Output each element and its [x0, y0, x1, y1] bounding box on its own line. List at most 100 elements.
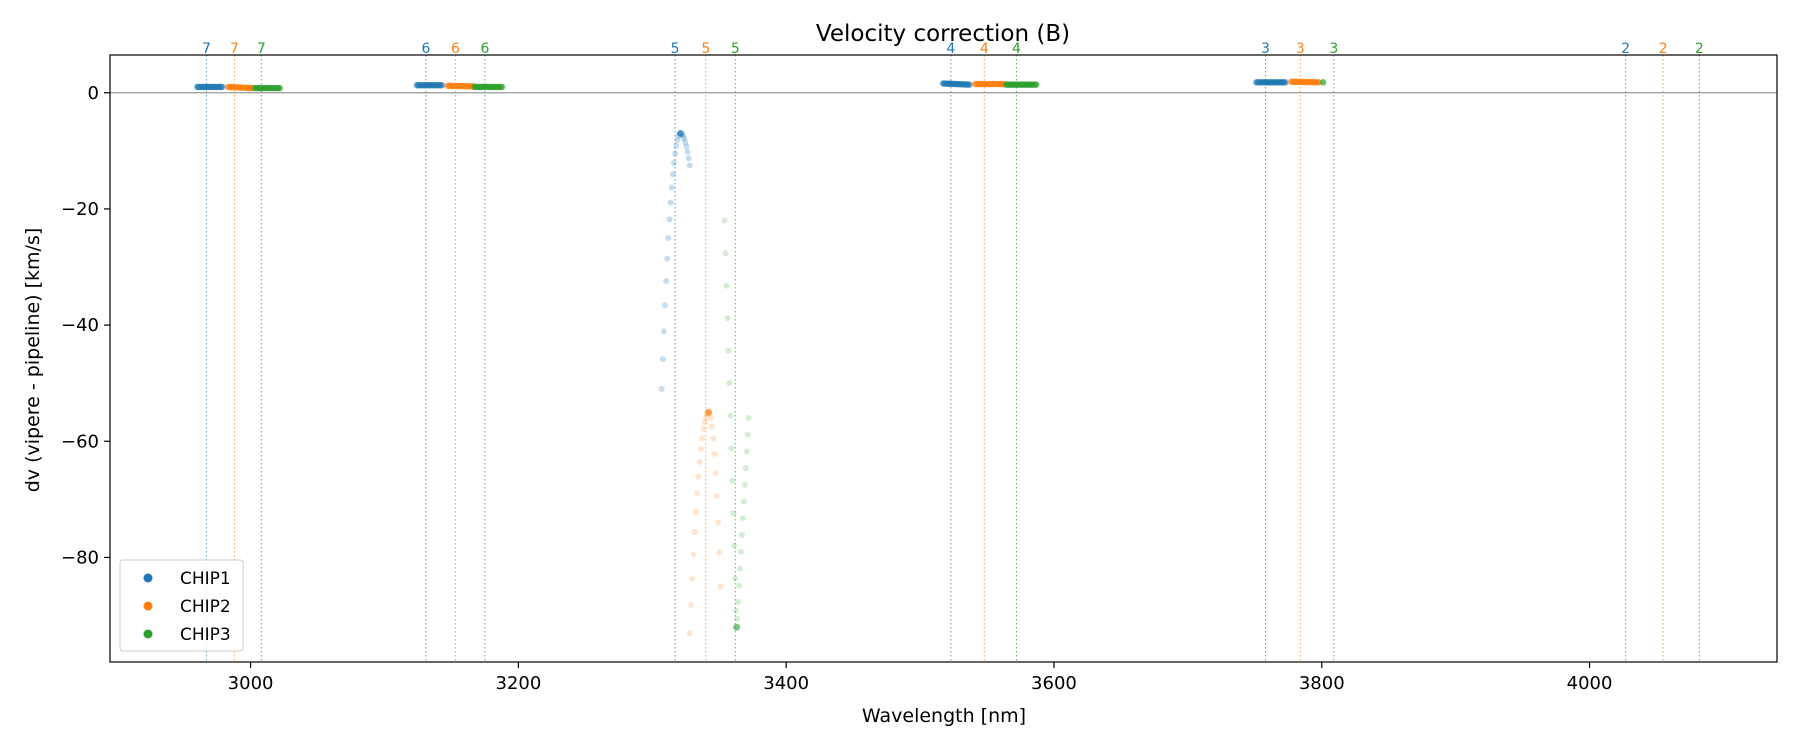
- data-point: [745, 415, 752, 422]
- data-point: [1293, 78, 1301, 86]
- data-point: [1254, 79, 1262, 86]
- data-point: [1268, 79, 1275, 86]
- order-marker-label: 2: [1659, 41, 1668, 57]
- data-point: [978, 80, 986, 88]
- data-point: [991, 80, 999, 88]
- data-point: [981, 80, 988, 88]
- data-point: [246, 84, 253, 92]
- data-point: [228, 83, 235, 91]
- data-point: [722, 250, 729, 257]
- data-point: [1308, 78, 1315, 86]
- data-point: [202, 83, 210, 91]
- data-point: [966, 81, 973, 88]
- data-point: [481, 83, 488, 91]
- data-point: [1017, 81, 1024, 88]
- data-point: [448, 82, 455, 90]
- data-point: [458, 82, 466, 90]
- data-point: [1264, 79, 1271, 86]
- data-point: [1261, 79, 1269, 86]
- data-point: [424, 82, 432, 89]
- data-point: [1290, 78, 1297, 85]
- data-point: [251, 84, 258, 92]
- data-point: [417, 82, 425, 89]
- data-point: [462, 82, 469, 90]
- data-point: [272, 84, 279, 92]
- data-point: [196, 83, 203, 91]
- data-point: [1011, 81, 1018, 88]
- data-point: [951, 80, 959, 88]
- data-point: [236, 84, 243, 91]
- order-marker-label: 4: [946, 41, 955, 57]
- data-point: [1274, 79, 1282, 86]
- data-point: [949, 80, 957, 88]
- data-point: [684, 148, 691, 155]
- data-point: [203, 83, 210, 91]
- data-point: [1020, 81, 1027, 88]
- x-tick-label: 3800: [1299, 673, 1345, 694]
- data-point: [416, 82, 423, 89]
- data-point: [1005, 81, 1012, 88]
- data-point: [1309, 78, 1317, 86]
- data-point: [988, 80, 995, 88]
- order-marker-label: 4: [1012, 41, 1021, 57]
- data-point: [263, 84, 271, 92]
- order-marker-label: 2: [1695, 41, 1704, 57]
- data-point: [743, 448, 750, 455]
- data-point: [1001, 80, 1008, 88]
- data-point: [1257, 79, 1264, 86]
- data-point: [420, 82, 427, 89]
- data-point: [1252, 79, 1260, 86]
- data-point: [488, 83, 496, 91]
- data-point: [681, 135, 688, 142]
- data-point: [739, 515, 746, 522]
- data-point: [423, 82, 430, 89]
- x-tick-label: 3000: [228, 673, 274, 694]
- data-point: [218, 83, 225, 91]
- data-point: [451, 82, 458, 90]
- data-point: [431, 82, 439, 89]
- data-point: [1021, 81, 1028, 88]
- data-point: [1309, 78, 1316, 86]
- data-point: [241, 84, 248, 91]
- data-point: [1022, 81, 1029, 88]
- data-point: [1295, 78, 1302, 86]
- data-point: [956, 81, 964, 88]
- data-point: [428, 82, 435, 89]
- curve-extremum-point: [733, 623, 741, 631]
- data-point: [199, 83, 206, 91]
- data-point: [963, 81, 971, 88]
- data-point: [258, 84, 265, 92]
- data-point: [271, 84, 278, 92]
- data-point: [193, 83, 201, 91]
- legend-label: CHIP1: [180, 569, 231, 589]
- data-point: [958, 81, 966, 88]
- data-point: [230, 84, 238, 91]
- data-point: [738, 532, 745, 539]
- data-point: [482, 83, 489, 91]
- data-point: [493, 83, 500, 91]
- data-point: [1272, 79, 1280, 86]
- data-point: [1031, 81, 1039, 88]
- data-point: [238, 84, 246, 91]
- data-point: [453, 82, 461, 90]
- data-point: [456, 82, 463, 90]
- data-point: [250, 84, 257, 92]
- data-point: [1026, 81, 1033, 88]
- data-point: [261, 84, 268, 92]
- data-point: [229, 83, 237, 91]
- data-point: [198, 83, 205, 91]
- data-point: [452, 82, 460, 90]
- order-marker-label: 7: [257, 41, 266, 57]
- data-point: [1266, 79, 1274, 86]
- data-point: [685, 155, 692, 162]
- data-point: [1303, 78, 1311, 86]
- data-point: [1312, 79, 1319, 86]
- data-point: [414, 82, 421, 89]
- data-point: [1019, 81, 1027, 88]
- data-point: [236, 84, 244, 91]
- data-point: [445, 82, 453, 90]
- data-point: [260, 84, 267, 92]
- data-point: [943, 80, 950, 87]
- data-point: [971, 80, 979, 88]
